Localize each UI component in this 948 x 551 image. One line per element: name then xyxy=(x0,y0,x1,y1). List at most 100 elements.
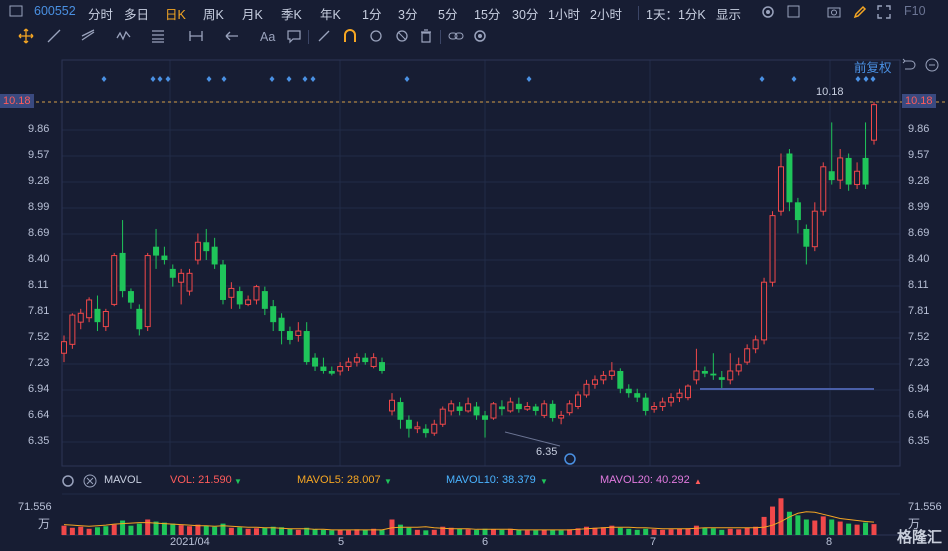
event-marker-icon[interactable] xyxy=(564,453,576,465)
indicator-name[interactable]: MAVOL xyxy=(104,474,142,486)
period-tab-13[interactable]: 2小时 xyxy=(590,8,622,22)
hide-icon[interactable] xyxy=(394,28,410,44)
fib-tool-icon[interactable] xyxy=(150,28,166,44)
settings-icon[interactable] xyxy=(760,4,776,20)
volume-bar-0 xyxy=(61,525,67,535)
text-tool[interactable]: Aa xyxy=(260,30,276,44)
candle-body-76 xyxy=(701,370,708,374)
pencil-icon[interactable] xyxy=(852,4,868,20)
event-diamond-icon-7[interactable] xyxy=(286,76,292,82)
price-label-l-11: 6.94 xyxy=(28,383,50,395)
gear-icon[interactable] xyxy=(472,28,488,44)
period-tab-12[interactable]: 1小时 xyxy=(548,8,580,22)
x-label-1: 5 xyxy=(338,536,345,548)
period-dropdown[interactable]: 1天：1分K xyxy=(646,8,706,22)
period-tab-4[interactable]: 月K xyxy=(242,8,263,22)
volume-bar-1 xyxy=(69,527,75,535)
candle-body-42 xyxy=(414,426,421,430)
arrow-tool-icon[interactable] xyxy=(224,28,240,44)
period-tab-0[interactable]: 分时 xyxy=(88,8,114,22)
restore-toggle[interactable]: 前复权 xyxy=(854,61,892,75)
volume-bar-63 xyxy=(592,527,598,535)
price-label-l-4: 8.99 xyxy=(28,201,50,213)
line-tool-icon[interactable] xyxy=(46,28,62,44)
volume-bar-33 xyxy=(337,529,343,535)
candle-body-52 xyxy=(498,406,505,410)
volume-bar-52 xyxy=(499,529,505,535)
indicator-vol: VOL: 21.590 xyxy=(170,474,232,486)
event-diamond-icon-12[interactable] xyxy=(759,76,765,82)
volume-bar-49 xyxy=(474,529,480,535)
period-tab-10[interactable]: 15分 xyxy=(474,8,501,22)
candle-body-83 xyxy=(761,281,768,341)
candle-body-22 xyxy=(245,299,252,305)
event-diamond-icon-15[interactable] xyxy=(863,76,869,82)
trash-icon[interactable] xyxy=(418,28,434,44)
volume-bar-64 xyxy=(600,527,606,535)
event-diamond-icon-0[interactable] xyxy=(101,76,107,82)
event-diamond-icon-3[interactable] xyxy=(165,76,171,82)
candle-body-38 xyxy=(379,362,385,371)
period-tab-3[interactable]: 周K xyxy=(203,8,224,22)
indicator-mavol20: MAVOL20: 40.292 xyxy=(600,474,690,486)
candle-body-48 xyxy=(465,403,472,412)
event-diamond-icon-10[interactable] xyxy=(404,76,410,82)
minus-icon[interactable] xyxy=(924,57,940,73)
event-diamond-icon-1[interactable] xyxy=(150,76,156,82)
event-diamond-icon-11[interactable] xyxy=(526,76,532,82)
candle-body-79 xyxy=(727,370,734,381)
event-diamond-icon-13[interactable] xyxy=(791,76,797,82)
menu-icon[interactable] xyxy=(8,3,24,19)
undo-icon[interactable] xyxy=(900,57,916,73)
event-diamond-icon-2[interactable] xyxy=(157,76,163,82)
candle-body-70 xyxy=(651,405,658,410)
candle-body-93 xyxy=(845,157,852,185)
x-label-2: 6 xyxy=(482,536,489,548)
period-tab-2[interactable]: 日K xyxy=(165,8,186,22)
candle-body-11 xyxy=(153,246,160,256)
candle-body-6 xyxy=(111,255,118,305)
candle-body-67 xyxy=(625,388,632,394)
kline-chart[interactable] xyxy=(0,52,948,551)
channel-tool-icon[interactable] xyxy=(80,28,96,44)
indicator-settings-icon[interactable] xyxy=(60,473,74,487)
camera-icon[interactable] xyxy=(826,4,842,20)
move-icon[interactable] xyxy=(18,28,34,44)
f10-button[interactable]: F10 xyxy=(904,4,926,18)
period-tab-7[interactable]: 1分 xyxy=(362,8,382,22)
event-diamond-icon-14[interactable] xyxy=(855,76,861,82)
period-tab-8[interactable]: 3分 xyxy=(398,8,418,22)
wave-tool-icon[interactable] xyxy=(116,28,132,44)
volume-bar-18 xyxy=(212,526,218,535)
ruler-icon[interactable] xyxy=(316,28,332,44)
candle-body-15 xyxy=(186,272,193,292)
link-icon[interactable] xyxy=(448,28,464,44)
display-dropdown[interactable]: 显示 xyxy=(716,8,742,22)
event-diamond-icon-5[interactable] xyxy=(221,76,227,82)
period-tab-11[interactable]: 30分 xyxy=(512,8,539,22)
magnet-icon[interactable] xyxy=(342,28,358,44)
volume-bar-78 xyxy=(719,529,725,535)
stock-code[interactable]: 600552 xyxy=(34,4,76,18)
fullscreen-icon[interactable] xyxy=(876,4,892,20)
period-tab-9[interactable]: 5分 xyxy=(438,8,458,22)
checkbox-icon[interactable] xyxy=(786,4,802,20)
indicator-close-icon[interactable] xyxy=(82,473,97,488)
event-diamond-icon-9[interactable] xyxy=(310,76,316,82)
candle-body-28 xyxy=(295,330,302,336)
volume-bar-65 xyxy=(609,525,615,535)
event-diamond-icon-6[interactable] xyxy=(269,76,275,82)
candle-body-71 xyxy=(659,401,666,407)
sync-icon[interactable] xyxy=(368,28,384,44)
event-diamond-icon-8[interactable] xyxy=(302,76,308,82)
event-diamond-icon-16[interactable] xyxy=(870,76,876,82)
event-diamond-icon-4[interactable] xyxy=(206,76,212,82)
range-tool-icon[interactable] xyxy=(188,28,204,44)
comment-icon[interactable] xyxy=(286,28,302,44)
period-tab-1[interactable]: 多日 xyxy=(124,8,150,22)
divider xyxy=(308,30,309,44)
mavol5-line xyxy=(63,511,875,531)
candle-body-21 xyxy=(236,291,243,305)
period-tab-5[interactable]: 季K xyxy=(281,8,302,22)
period-tab-6[interactable]: 年K xyxy=(320,8,341,22)
